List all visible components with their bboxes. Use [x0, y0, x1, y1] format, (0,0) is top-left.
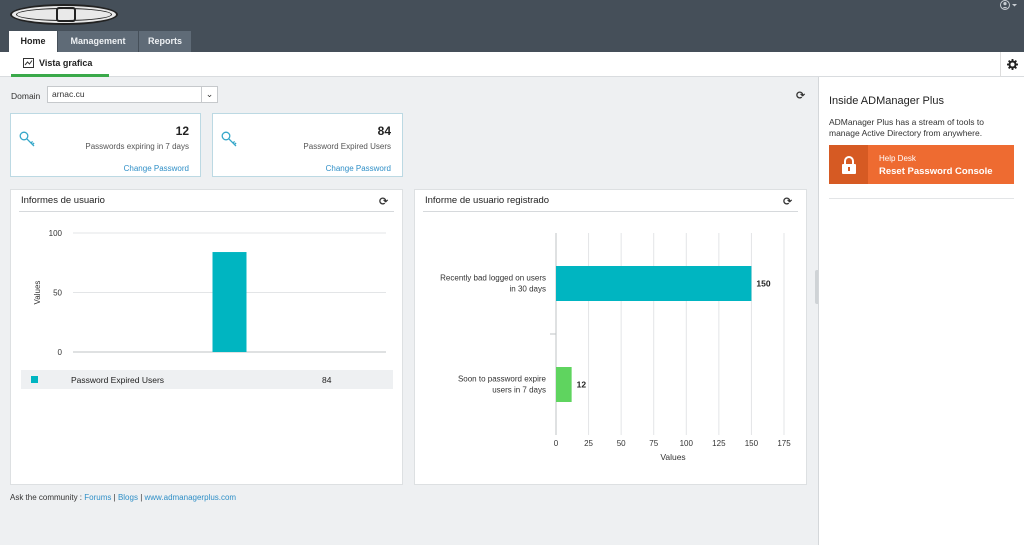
- tab-home[interactable]: Home: [9, 31, 57, 52]
- user-report-panel: Informes de usuario ⟳ 0 50 100 Values Passwo…: [10, 189, 403, 485]
- x-tick-label: 50: [617, 439, 626, 448]
- registered-user-report-panel: Informe de usuario registrado ⟳ 0 25 50 75 1…: [414, 189, 807, 485]
- category-label: users in 7 days: [492, 386, 546, 395]
- website-link[interactable]: www.admanagerplus.com: [144, 493, 237, 502]
- bar: [556, 266, 752, 301]
- forums-link[interactable]: Forums: [84, 493, 112, 502]
- reset-password-console-button[interactable]: Help Desk Reset Password Console: [829, 145, 1014, 184]
- category-label: in 30 days: [510, 285, 546, 294]
- footer-separator: |: [113, 493, 116, 502]
- community-footer: Ask the community : Forums | Blogs | www…: [10, 493, 236, 502]
- lock-icon: [841, 155, 856, 174]
- line-chart-icon: [23, 58, 34, 68]
- refresh-icon[interactable]: ⟳: [796, 90, 806, 102]
- category-label: Recently bad logged on users: [440, 274, 546, 283]
- x-tick-label: 150: [745, 439, 759, 448]
- panel-title: Informe de usuario registrado: [425, 195, 550, 206]
- main-tabs: Home Management Reports: [9, 31, 192, 52]
- sidebar-description: ADManager Plus has a stream of tools to …: [829, 117, 984, 138]
- legend-value: 84: [322, 375, 332, 385]
- footer-separator: |: [140, 493, 143, 502]
- domain-select[interactable]: arnac.cu ⌄: [47, 86, 218, 103]
- sidebar-title: Inside ADManager Plus: [829, 95, 944, 107]
- refresh-icon[interactable]: ⟳: [783, 196, 793, 208]
- blogs-link[interactable]: Blogs: [117, 493, 138, 502]
- settings-button[interactable]: [1000, 52, 1024, 77]
- tab-vista-grafica[interactable]: Vista grafica: [11, 52, 109, 77]
- data-label: 150: [756, 279, 770, 289]
- passwords-expiring-card: 12 Passwords expiring in 7 days Change P…: [10, 113, 201, 177]
- panel-title: Informes de usuario: [21, 195, 105, 206]
- user-circle-icon[interactable]: [1000, 0, 1018, 11]
- footer-prefix: Ask the community :: [10, 493, 83, 502]
- domain-value: arnac.cu: [52, 89, 85, 99]
- card-description: Passwords expiring in 7 days: [85, 142, 189, 151]
- reset-password-console-label: Reset Password Console: [879, 166, 993, 177]
- tab-reports[interactable]: Reports: [139, 31, 191, 52]
- y-tick-label: 50: [53, 289, 62, 298]
- tab-vista-grafica-label: Vista grafica: [39, 58, 93, 68]
- organization-logo: [10, 4, 118, 25]
- user-menu[interactable]: [1000, 0, 1018, 12]
- gear-icon[interactable]: [1007, 59, 1018, 70]
- top-bar: Home Management Reports: [0, 0, 1024, 52]
- change-password-link[interactable]: Change Password: [325, 164, 391, 173]
- data-label: 12: [577, 380, 587, 390]
- legend-row: [21, 370, 393, 389]
- card-count: 12: [175, 124, 189, 138]
- x-tick-label: 75: [649, 439, 658, 448]
- key-icon: [221, 131, 237, 147]
- x-tick-label: 100: [680, 439, 694, 448]
- bar: [212, 252, 247, 352]
- y-tick-label: 100: [49, 229, 63, 238]
- x-tick-label: 0: [554, 439, 559, 448]
- card-description: Password Expired Users: [303, 142, 391, 151]
- x-tick-label: 175: [777, 439, 791, 448]
- key-icon: [19, 131, 35, 147]
- user-report-chart: 0 50 100 Values Password Expired Users 84: [21, 229, 393, 389]
- bar: [556, 367, 572, 402]
- legend-label: Password Expired Users: [71, 375, 164, 385]
- x-tick-label: 125: [712, 439, 726, 448]
- x-axis-label: Values: [660, 452, 685, 462]
- y-tick-label: 0: [58, 348, 63, 357]
- help-desk-label: Help Desk: [879, 154, 916, 163]
- registered-user-chart: 0 25 50 75 100 125 150 175 Values 150 Recently bad…: [440, 233, 791, 462]
- sub-nav-bar: Vista grafica: [0, 52, 1024, 77]
- tab-management[interactable]: Management: [58, 31, 138, 52]
- refresh-icon[interactable]: ⟳: [379, 196, 389, 208]
- domain-label: Domain: [11, 91, 41, 101]
- password-expired-card: 84 Password Expired Users Change Passwor…: [212, 113, 403, 177]
- chevron-down-icon[interactable]: ⌄: [201, 87, 217, 102]
- category-label: Soon to password expire: [458, 375, 547, 384]
- card-count: 84: [377, 124, 391, 138]
- x-tick-label: 25: [584, 439, 593, 448]
- legend-swatch: [31, 376, 38, 383]
- change-password-link[interactable]: Change Password: [123, 164, 189, 173]
- info-sidebar: Inside ADManager Plus ADManager Plus has…: [818, 77, 1024, 545]
- y-axis-label: Values: [33, 281, 42, 305]
